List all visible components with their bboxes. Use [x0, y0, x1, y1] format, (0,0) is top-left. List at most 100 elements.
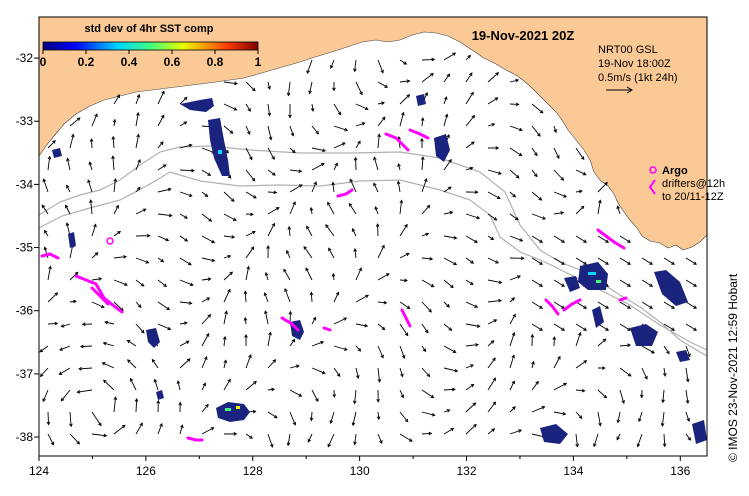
- current-arrow-head: [298, 169, 303, 173]
- current-arrow: [223, 235, 235, 238]
- current-arrow-head: [76, 117, 81, 121]
- current-arrow-head: [185, 340, 190, 344]
- current-arrow-head: [87, 179, 91, 184]
- current-arrow-head: [452, 349, 457, 353]
- current-arrow-head: [127, 359, 131, 363]
- current-arrow-head: [136, 111, 140, 116]
- y-tick-label: -37: [16, 367, 34, 381]
- current-arrow: [352, 411, 357, 426]
- drifter-track: [40, 252, 60, 260]
- current-arrow-head: [424, 91, 428, 96]
- current-arrow-head: [512, 406, 516, 410]
- current-arrow: [354, 248, 357, 259]
- current-arrow: [465, 424, 477, 435]
- current-arrow: [487, 257, 499, 264]
- current-arrow: [102, 362, 115, 369]
- current-arrow-head: [42, 178, 47, 183]
- current-arrow: [244, 291, 247, 303]
- current-arrow: [487, 377, 496, 391]
- current-arrow-head: [649, 261, 654, 265]
- current-arrow: [157, 115, 165, 127]
- current-arrow-head: [400, 373, 404, 378]
- current-arrow-head: [191, 168, 195, 173]
- current-arrow-head: [496, 195, 501, 199]
- current-arrow-head: [561, 283, 566, 287]
- current-arrow-head: [396, 180, 401, 185]
- current-arrow: [310, 292, 313, 303]
- current-arrow-head: [425, 232, 430, 237]
- current-arrow: [69, 134, 74, 149]
- current-arrow-head: [343, 317, 348, 321]
- current-arrow: [223, 379, 231, 391]
- current-arrow-head: [627, 261, 632, 265]
- colorbar-tick-label: 1: [255, 55, 262, 69]
- current-arrow-head: [188, 301, 193, 305]
- current-arrow: [553, 323, 565, 331]
- current-arrow: [44, 230, 49, 237]
- argo-legend-drifters: drifters@12h: [662, 178, 725, 190]
- current-arrow-head: [335, 291, 340, 296]
- current-arrow-head: [450, 284, 454, 289]
- current-arrow-head: [140, 329, 145, 334]
- current-arrow: [663, 367, 666, 377]
- current-arrow: [201, 297, 210, 303]
- current-arrow: [306, 226, 313, 237]
- current-arrow-head: [491, 122, 496, 127]
- current-arrow-head: [495, 146, 500, 150]
- current-arrow: [245, 103, 251, 112]
- current-arrow: [553, 383, 567, 391]
- current-arrow: [325, 224, 335, 237]
- current-arrow: [179, 213, 188, 219]
- current-arrow-head: [449, 210, 454, 215]
- current-arrow-head: [176, 380, 181, 385]
- current-arrow-head: [385, 273, 390, 277]
- current-arrow: [575, 147, 585, 160]
- current-arrow-head: [580, 205, 585, 210]
- current-arrow: [333, 292, 339, 303]
- current-arrow: [39, 345, 49, 353]
- current-arrow: [267, 81, 271, 90]
- current-arrow-head: [358, 267, 362, 272]
- current-arrow: [284, 288, 291, 303]
- current-arrow: [465, 213, 480, 219]
- current-arrow: [354, 59, 357, 72]
- current-arrow: [91, 252, 99, 259]
- current-arrow: [311, 389, 319, 402]
- current-arrow: [113, 424, 126, 435]
- current-arrow-head: [287, 225, 292, 230]
- current-arrow-head: [136, 186, 141, 191]
- current-arrow-head: [306, 225, 310, 230]
- current-arrow-head: [187, 261, 192, 266]
- current-arrow: [69, 272, 79, 281]
- current-arrow-head: [406, 94, 411, 98]
- current-arrow-head: [621, 400, 625, 405]
- current-arrow: [135, 94, 140, 105]
- current-arrow: [289, 411, 296, 426]
- current-arrow-head: [602, 338, 607, 343]
- current-arrow: [135, 257, 149, 264]
- sst-patch: [540, 424, 568, 444]
- current-arrow: [465, 344, 479, 347]
- current-arrow-head: [292, 201, 296, 206]
- argo-legend-period: to 20/11-12Z: [662, 191, 724, 203]
- current-arrow: [531, 147, 538, 156]
- current-arrow-head: [454, 368, 459, 373]
- current-arrow: [311, 317, 317, 325]
- current-arrow: [177, 380, 181, 391]
- current-arrow: [103, 342, 115, 347]
- current-arrow-head: [102, 341, 107, 346]
- current-arrow: [421, 257, 433, 260]
- current-arrow: [157, 235, 169, 241]
- current-arrow-head: [113, 396, 118, 401]
- current-arrow: [309, 81, 313, 94]
- current-arrow-head: [498, 280, 503, 285]
- current-arrow-head: [428, 308, 432, 313]
- current-arrow: [287, 433, 291, 446]
- current-arrow: [91, 113, 98, 127]
- current-arrow: [377, 301, 387, 304]
- current-arrow-head: [470, 383, 475, 388]
- current-arrow: [553, 356, 561, 369]
- current-arrow: [616, 433, 621, 440]
- current-arrow-head: [557, 355, 561, 360]
- current-arrow: [663, 257, 675, 265]
